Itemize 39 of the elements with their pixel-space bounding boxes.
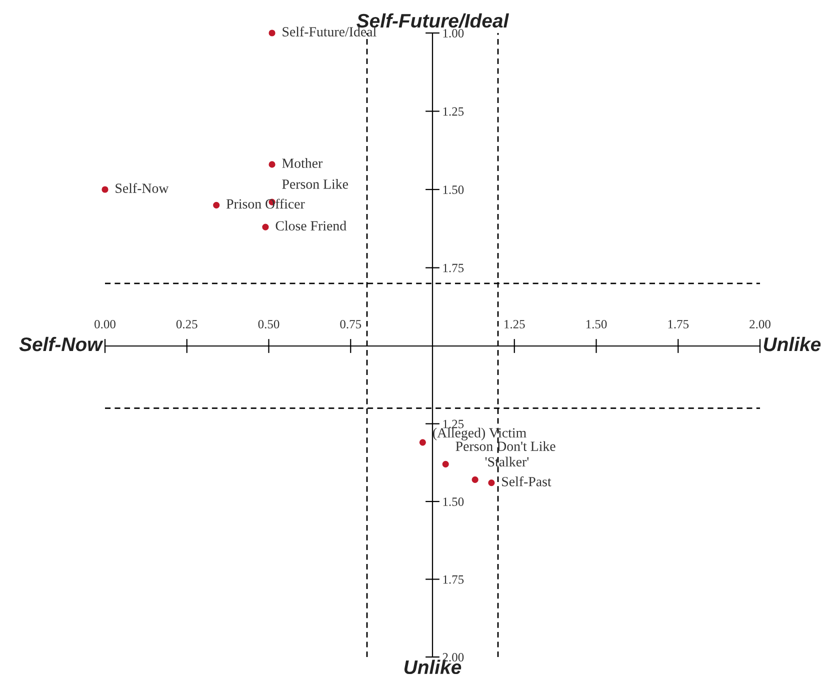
x-tick-label: 2.00: [750, 320, 770, 328]
x-tick-label: 0.25: [176, 320, 198, 328]
x-tick-label: 1.25: [504, 320, 525, 328]
text: Self-Now: [19, 336, 104, 352]
point: [213, 202, 220, 208]
point: [442, 460, 449, 468]
chart-title: Self-Future/Ideal: [356, 13, 510, 28]
series-label: 'Stalker': [485, 456, 529, 467]
point: [419, 439, 426, 446]
text: Unlike: [764, 336, 821, 352]
y-tick-label: 1.00: [443, 29, 464, 38]
series-label: Mother: [282, 158, 323, 168]
point: [268, 30, 276, 36]
series-label: Person Don't Like: [456, 441, 556, 451]
series-label: Close Friend: [276, 220, 346, 231]
point: [262, 224, 269, 230]
x-axis-title: Unlike: [404, 660, 462, 674]
series-label: Person Like: [282, 179, 348, 189]
series-label: Self-Past: [502, 476, 552, 486]
point: [268, 161, 276, 168]
point: [488, 480, 495, 486]
x-tick-label: 0.50: [258, 320, 280, 328]
y-tick-label: 1.75: [443, 264, 464, 272]
y-tick-label: 1.75: [443, 575, 464, 584]
series-label: Self-Future/Ideal: [282, 26, 376, 36]
series-label: Self-Now: [116, 183, 169, 193]
point: [102, 186, 108, 193]
x-tick-label: 0.75: [340, 320, 362, 328]
series-label: (Alleged) Victim: [433, 428, 526, 440]
y-tick-label: 1.25: [443, 107, 464, 116]
y-tick-label: 1.50: [443, 498, 464, 506]
point: [472, 476, 478, 484]
series-label: Prison Officer: [226, 198, 305, 209]
y-tick-label: 1.50: [443, 186, 464, 194]
x-tick-label: 1.75: [668, 320, 689, 328]
x-tick-label: 1.50: [586, 320, 607, 328]
y-tick-label: 1.25: [443, 420, 464, 428]
y-tick-label: 2.00: [442, 653, 464, 662]
x-tick-label: 0.00: [94, 320, 116, 328]
